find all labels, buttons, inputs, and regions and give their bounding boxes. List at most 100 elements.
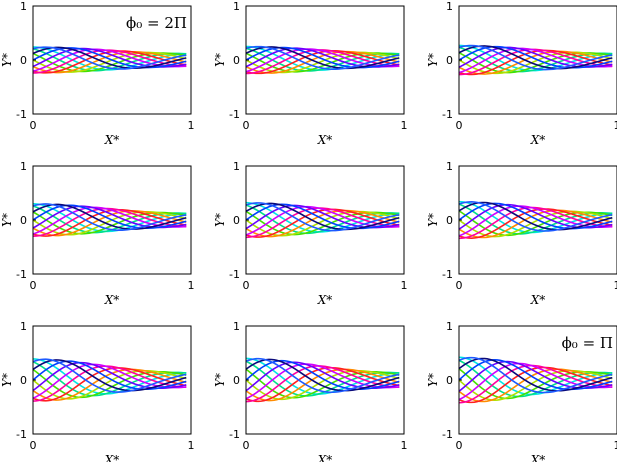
phase-annotation: ϕ₀ = 2Π xyxy=(126,14,187,32)
y-axis-label: Y* xyxy=(213,373,227,387)
series-line xyxy=(246,368,400,402)
series-line xyxy=(459,203,613,235)
series-group xyxy=(246,201,400,239)
y-tick-label: -1 xyxy=(229,428,240,441)
x-axis-label: X* xyxy=(530,453,546,462)
x-axis-label: X* xyxy=(104,453,120,462)
series-line xyxy=(246,358,400,392)
series-line xyxy=(246,50,400,74)
series-line xyxy=(459,47,613,74)
x-tick-label: 1 xyxy=(614,119,617,132)
series-line xyxy=(246,202,400,231)
y-tick-label: 0 xyxy=(233,214,240,227)
series-line xyxy=(246,205,400,236)
y-tick-label: 0 xyxy=(446,214,453,227)
y-tick-label: -1 xyxy=(442,108,453,121)
series-line xyxy=(246,365,400,403)
series-line xyxy=(246,202,400,232)
y-tick-label: 1 xyxy=(20,320,27,333)
panel-7: 10-10 1X*Y* xyxy=(0,320,195,462)
y-axis-label: Y* xyxy=(426,373,440,387)
x-tick-label: 0 xyxy=(30,279,37,292)
series-line xyxy=(33,210,187,237)
series-group xyxy=(459,44,613,76)
series-line xyxy=(33,361,187,397)
x-tick-label: 1 xyxy=(188,119,195,132)
series-line xyxy=(33,358,187,393)
series-line xyxy=(459,50,613,75)
series-group xyxy=(33,203,187,237)
y-tick-label: 1 xyxy=(233,320,240,333)
panel-4: 10-10 1X*Y* xyxy=(0,160,195,307)
series-line xyxy=(33,46,187,70)
y-tick-label: 0 xyxy=(20,54,27,67)
series-line xyxy=(246,366,400,403)
series-line xyxy=(459,48,613,76)
phase-annotation: ϕ₀ = Π xyxy=(562,334,613,352)
series-line xyxy=(246,208,400,238)
series-line xyxy=(246,357,400,395)
series-line xyxy=(33,50,187,74)
series-group xyxy=(459,356,613,404)
series-line xyxy=(459,45,613,70)
y-tick-label: -1 xyxy=(16,428,27,441)
series-line xyxy=(459,364,613,404)
x-tick-label: 0 xyxy=(30,439,37,452)
y-axis-label: Y* xyxy=(0,53,14,67)
y-tick-label: 1 xyxy=(446,0,453,13)
y-tick-label: 0 xyxy=(446,374,453,387)
y-axis-label: Y* xyxy=(213,213,227,227)
series-line xyxy=(246,357,400,394)
x-axis-label: X* xyxy=(317,133,333,147)
series-line xyxy=(459,44,613,71)
x-tick-label: 0 xyxy=(243,279,250,292)
series-line xyxy=(459,357,613,392)
series-line xyxy=(33,50,187,74)
y-tick-label: 1 xyxy=(446,320,453,333)
series-line xyxy=(33,207,187,237)
series-line xyxy=(33,203,187,230)
y-tick-label: 1 xyxy=(233,0,240,13)
x-tick-label: 1 xyxy=(614,279,617,292)
series-line xyxy=(459,205,613,237)
series-group xyxy=(33,358,187,402)
panel-1: 10-10 1X*Y* xyxy=(0,0,195,147)
series-line xyxy=(246,49,400,75)
series-line xyxy=(33,205,187,234)
y-tick-label: -1 xyxy=(16,268,27,281)
series-line xyxy=(459,359,613,398)
y-tick-label: -1 xyxy=(229,268,240,281)
series-line xyxy=(459,356,613,396)
y-axis-label: Y* xyxy=(426,213,440,227)
series-line xyxy=(246,46,400,70)
series-line xyxy=(246,48,400,73)
x-tick-label: 0 xyxy=(456,279,463,292)
y-tick-label: 0 xyxy=(20,214,27,227)
y-tick-label: 1 xyxy=(20,0,27,13)
series-line xyxy=(33,206,187,235)
series-line xyxy=(33,365,187,402)
series-line xyxy=(459,201,613,231)
y-tick-label: 1 xyxy=(446,160,453,173)
series-group xyxy=(246,357,400,403)
panel-8: 10-10 1X*Y* xyxy=(213,320,408,462)
x-axis-label: X* xyxy=(317,293,333,307)
series-line xyxy=(459,208,613,239)
series-line xyxy=(459,201,613,232)
y-tick-label: 0 xyxy=(446,54,453,67)
x-tick-label: 0 xyxy=(243,119,250,132)
series-line xyxy=(33,358,187,395)
y-tick-label: 0 xyxy=(233,54,240,67)
series-line xyxy=(246,45,400,70)
x-tick-label: 0 xyxy=(243,439,250,452)
series-group xyxy=(459,200,613,240)
x-tick-label: 0 xyxy=(30,119,37,132)
series-line xyxy=(33,363,187,399)
series-group xyxy=(246,45,400,75)
series-line xyxy=(246,207,400,239)
series-line xyxy=(459,49,613,76)
panel-5: 10-10 1X*Y* xyxy=(213,160,408,307)
y-axis-label: Y* xyxy=(213,53,227,67)
y-axis-label: Y* xyxy=(0,213,14,227)
